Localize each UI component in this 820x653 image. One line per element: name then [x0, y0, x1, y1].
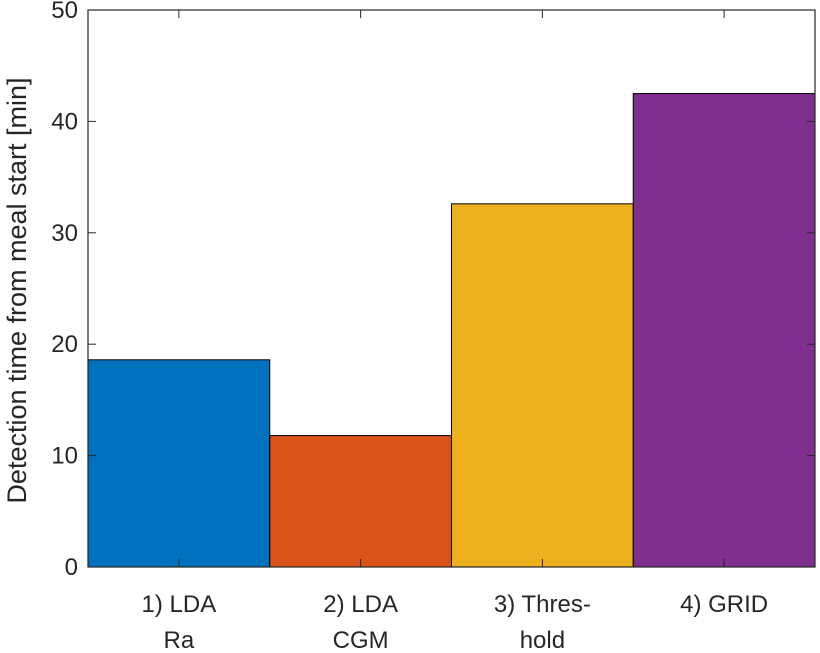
- x-tick-label-2: 2) LDA CGM: [323, 591, 398, 653]
- bar-3: [451, 203, 634, 568]
- x-axis-ticks: 1) LDA Ra 2) LDA CGM 3) Thres-hold 4) GRID: [142, 10, 768, 653]
- bar-4: [632, 93, 816, 568]
- axes-box: [87, 9, 816, 568]
- bar-2: [269, 435, 452, 568]
- x-tick-label-line: CGM: [333, 627, 389, 653]
- x-tick-label-line: 2) LDA: [323, 591, 398, 618]
- x-tick-label-4: 4) GRID: [680, 591, 768, 618]
- y-axis-ticks: 0 10 20 30 40 50: [51, 0, 815, 581]
- y-tick-label: 20: [51, 331, 78, 358]
- x-tick-label-1: 1) LDA Ra: [142, 591, 217, 653]
- y-tick-label: 30: [51, 220, 78, 247]
- bars-group: [87, 93, 816, 568]
- y-tick-label: 10: [51, 443, 78, 470]
- y-tick-label: 50: [51, 0, 78, 24]
- bar-1: [87, 359, 271, 568]
- y-tick-label: 40: [51, 108, 78, 135]
- x-tick-label-line: 1) LDA: [142, 591, 217, 618]
- y-tick-label: 0: [65, 554, 78, 581]
- x-tick-label-line: 3) Thres-: [494, 591, 591, 618]
- x-tick-label-line: hold: [520, 627, 565, 653]
- y-axis-label: Detection time from meal start [min]: [2, 77, 32, 503]
- x-tick-label-line: 4) GRID: [680, 591, 768, 618]
- x-tick-label-line: Ra: [164, 627, 195, 653]
- x-tick-label-3: 3) Thres-hold: [494, 591, 591, 653]
